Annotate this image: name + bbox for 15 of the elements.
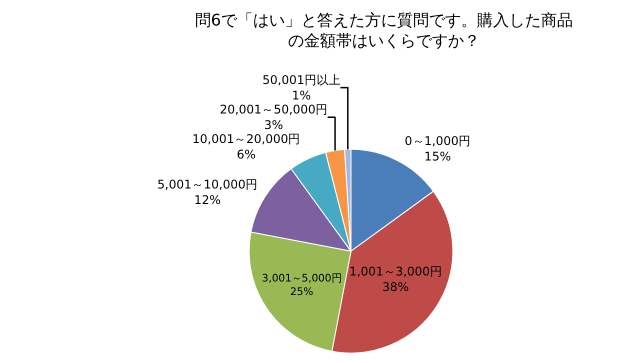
slice-label: 1,001～3,000円: [349, 264, 442, 279]
slice-label: 5,001～10,000円: [157, 178, 258, 192]
data-label: 25%: [290, 286, 314, 298]
data-label: 1%: [292, 88, 311, 102]
slice-label: 20,001～50,000円: [220, 102, 328, 116]
slice-label: 10,001～20,000円: [192, 132, 300, 146]
chart-title: 問6で「はい」と答えた方に質問です。購入した商品の金額帯はいくらですか？: [194, 10, 574, 50]
data-label: 3%: [264, 118, 284, 132]
slice-label: 0～1,000円: [404, 134, 471, 148]
data-label: 38%: [382, 280, 409, 294]
data-label: 12%: [194, 193, 221, 208]
slice-label: 50,001円以上: [262, 72, 340, 87]
data-label: 15%: [424, 149, 451, 164]
slice-label: 3,001～5,000円: [262, 272, 342, 284]
data-label: 6%: [236, 148, 256, 162]
